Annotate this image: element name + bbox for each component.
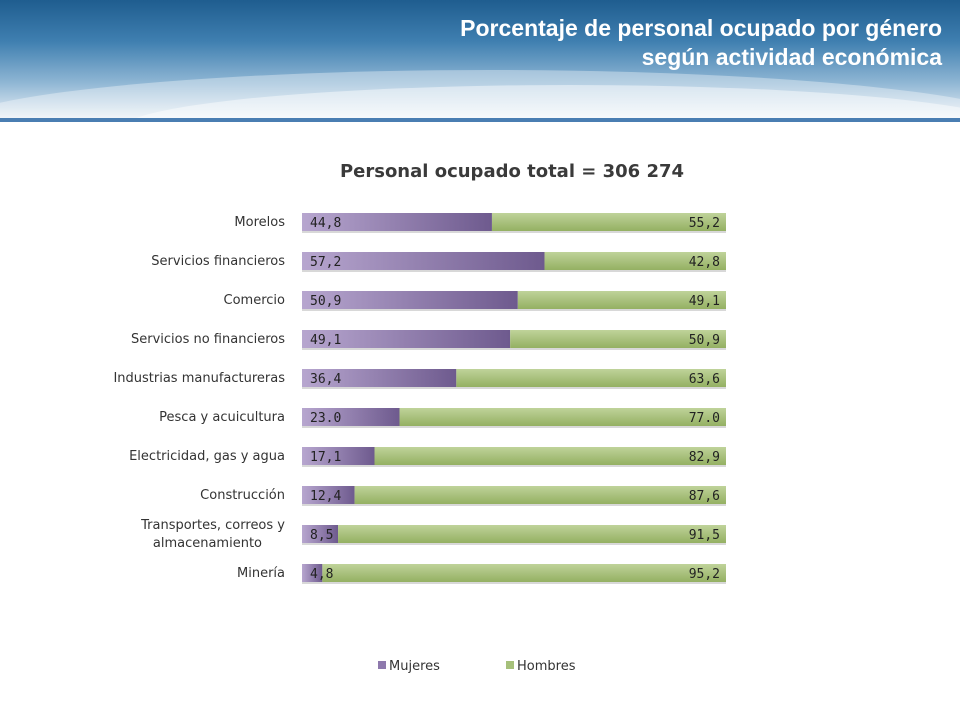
data-label-mujeres: 49,1 — [310, 333, 341, 348]
bar-hombres — [374, 447, 726, 465]
legend-label: Hombres — [517, 659, 576, 674]
bar-mujeres — [302, 447, 375, 465]
bar-hombres — [399, 408, 726, 426]
bar-row: 4,8 95,2 Minería — [237, 564, 726, 584]
category-label: Industrias manufactureras — [113, 371, 285, 386]
legend-swatch — [506, 661, 514, 669]
data-label-mujeres: 23.0 — [310, 411, 341, 426]
legend-label: Mujeres — [389, 659, 440, 674]
chart-title: Personal ocupado total = 306 274 — [340, 161, 684, 182]
data-label-mujeres: 57,2 — [310, 255, 341, 270]
bar-hombres — [456, 369, 726, 387]
bar-hombres — [338, 525, 726, 543]
legend-swatch — [378, 661, 386, 669]
bar-shadow — [302, 504, 726, 506]
category-label: Pesca y acuicultura — [159, 410, 285, 425]
bar-shadow — [302, 387, 726, 389]
bar-row: 8,5 91,5 Transportes, correos y almacenamie… — [140, 518, 726, 551]
data-label-hombres: 77.0 — [689, 411, 720, 426]
legend-item-hombres: Hombres — [506, 659, 576, 674]
bar-row: 49,1 50,9 Servicios no financieros — [131, 330, 726, 350]
bar-row: 44,8 55,2 Morelos — [234, 213, 726, 233]
data-label-hombres: 91,5 — [689, 528, 720, 543]
bar-row: 12,4 87,6 Construcción — [200, 486, 726, 506]
bar-shadow — [302, 348, 726, 350]
bar-shadow — [302, 426, 726, 428]
bar-shadow — [302, 309, 726, 311]
bar-hombres — [354, 486, 726, 504]
category-label: Electricidad, gas y agua — [129, 449, 285, 464]
page-title: Porcentaje de personal ocupado por géner… — [460, 15, 942, 70]
bar-row: 50,9 49,1 Comercio — [224, 291, 726, 311]
bar-mujeres — [302, 213, 492, 231]
category-label: Comercio — [224, 293, 286, 308]
category-label: Morelos — [234, 215, 285, 230]
data-label-mujeres: 8,5 — [310, 528, 333, 543]
bar-mujeres — [302, 525, 339, 543]
bar-hombres — [517, 291, 726, 309]
data-label-hombres: 49,1 — [689, 294, 720, 309]
data-label-hombres: 42,8 — [689, 255, 720, 270]
bar-mujeres — [302, 252, 545, 270]
bar-mujeres — [302, 564, 323, 582]
data-label-hombres: 95,2 — [689, 567, 720, 582]
category-label: Servicios no financieros — [131, 332, 285, 347]
bar-mujeres — [302, 408, 400, 426]
bar-shadow — [302, 465, 726, 467]
data-label-hombres: 55,2 — [689, 216, 720, 231]
bar-hombres — [491, 213, 726, 231]
data-label-hombres: 82,9 — [689, 450, 720, 465]
bar-shadow — [302, 231, 726, 233]
data-label-mujeres: 4,8 — [310, 567, 333, 582]
data-label-hombres: 50,9 — [689, 333, 720, 348]
category-label: Construcción — [200, 488, 285, 503]
data-label-mujeres: 44,8 — [310, 216, 341, 231]
bar-row: 17,1 82,9 Electricidad, gas y agua — [129, 447, 726, 467]
bar-row: 23.0 77.0 Pesca y acuicultura — [159, 408, 726, 428]
data-label-mujeres: 17,1 — [310, 450, 341, 465]
bar-shadow — [302, 270, 726, 272]
legend-item-mujeres: Mujeres — [378, 659, 440, 674]
data-label-hombres: 63,6 — [689, 372, 720, 387]
category-label: Transportes, correos y almacenamiento — [140, 518, 285, 551]
bar-mujeres — [302, 369, 457, 387]
bar-shadow — [302, 543, 726, 545]
data-label-mujeres: 50,9 — [310, 294, 341, 309]
header-banner — [0, 0, 960, 118]
bar-shadow — [302, 582, 726, 584]
bar-hombres — [510, 330, 726, 348]
bar-row: 36,4 63,6 Industrias manufactureras — [113, 369, 726, 389]
category-label: Servicios financieros — [151, 254, 285, 269]
data-label-mujeres: 12,4 — [310, 489, 341, 504]
bar-mujeres — [302, 486, 355, 504]
data-label-hombres: 87,6 — [689, 489, 720, 504]
bar-row: 57,2 42,8 Servicios financieros — [151, 252, 726, 272]
bar-hombres — [322, 564, 726, 582]
bar-mujeres — [302, 291, 518, 309]
category-label: Minería — [237, 566, 285, 581]
bar-mujeres — [302, 330, 511, 348]
data-label-mujeres: 36,4 — [310, 372, 341, 387]
header-divider — [0, 118, 960, 122]
bar-hombres — [544, 252, 726, 270]
